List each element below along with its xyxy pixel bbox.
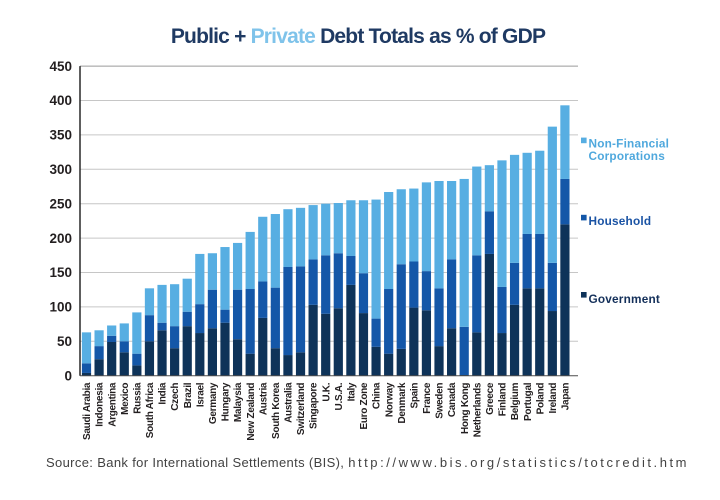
svg-text:150: 150: [49, 265, 72, 280]
svg-text:Singapore: Singapore: [309, 382, 320, 429]
svg-text:New Zealand: New Zealand: [246, 383, 257, 441]
svg-text:0: 0: [64, 368, 72, 383]
svg-text:Argentina: Argentina: [107, 382, 118, 427]
svg-text:350: 350: [49, 128, 72, 143]
svg-text:Austria: Austria: [258, 382, 269, 415]
svg-text:France: France: [422, 382, 433, 414]
svg-text:Czech: Czech: [170, 383, 181, 411]
svg-text:Spain: Spain: [409, 383, 420, 409]
svg-text:Hong Kong: Hong Kong: [460, 383, 471, 434]
svg-text:Denmark: Denmark: [397, 382, 408, 423]
svg-text:Malaysia: Malaysia: [233, 382, 244, 422]
svg-text:100: 100: [49, 300, 72, 315]
svg-text:Household: Household: [589, 214, 652, 228]
svg-text:400: 400: [49, 93, 72, 108]
svg-text:Euro Zone: Euro Zone: [359, 382, 370, 429]
svg-text:Italy: Italy: [346, 382, 357, 401]
svg-text:Sweden: Sweden: [435, 383, 446, 419]
svg-text:India: India: [158, 382, 169, 405]
svg-text:Switzerland: Switzerland: [296, 383, 307, 435]
svg-text:Ireland: Ireland: [548, 383, 559, 414]
svg-text:U.K.: U.K.: [321, 382, 332, 401]
svg-text:Canada: Canada: [447, 382, 458, 417]
svg-text:Germany: Germany: [208, 382, 219, 424]
svg-text:Mexico: Mexico: [120, 383, 131, 415]
svg-text:450: 450: [49, 59, 72, 74]
svg-text:Saudi Arabia: Saudi Arabia: [82, 382, 93, 440]
svg-text:Netherlands: Netherlands: [472, 382, 483, 437]
svg-text:Non-Financial: Non-Financial: [589, 137, 670, 151]
svg-text:Israel: Israel: [195, 382, 206, 407]
svg-text:Source: Bank for International: Source: Bank for International Settlemen…: [46, 455, 689, 470]
svg-text:Government: Government: [589, 292, 661, 306]
svg-text:Norway: Norway: [384, 382, 395, 417]
svg-text:China: China: [372, 382, 383, 409]
svg-text:U.S.A.: U.S.A.: [334, 382, 345, 410]
svg-text:Hungary: Hungary: [221, 382, 232, 421]
svg-text:Greece: Greece: [485, 382, 496, 415]
svg-text:South Korea: South Korea: [271, 382, 282, 439]
svg-text:Public + Private Debt Totals a: Public + Private Debt Totals as % of GDP: [171, 25, 546, 48]
svg-text:South Africa: South Africa: [145, 382, 156, 438]
svg-text:Portugal: Portugal: [523, 382, 534, 421]
svg-text:Indonesia: Indonesia: [95, 382, 106, 427]
svg-text:Australia: Australia: [284, 382, 295, 423]
svg-text:300: 300: [49, 162, 72, 177]
svg-text:200: 200: [49, 231, 72, 246]
svg-text:Corporations: Corporations: [589, 149, 666, 163]
svg-text:Japan: Japan: [561, 383, 572, 411]
svg-text:250: 250: [49, 196, 72, 211]
svg-text:Brazil: Brazil: [183, 382, 194, 408]
svg-text:Russia: Russia: [132, 382, 143, 414]
svg-text:Poland: Poland: [535, 383, 546, 415]
svg-text:Belgium: Belgium: [510, 382, 521, 420]
svg-text:50: 50: [57, 334, 72, 349]
svg-text:Finland: Finland: [498, 383, 509, 417]
